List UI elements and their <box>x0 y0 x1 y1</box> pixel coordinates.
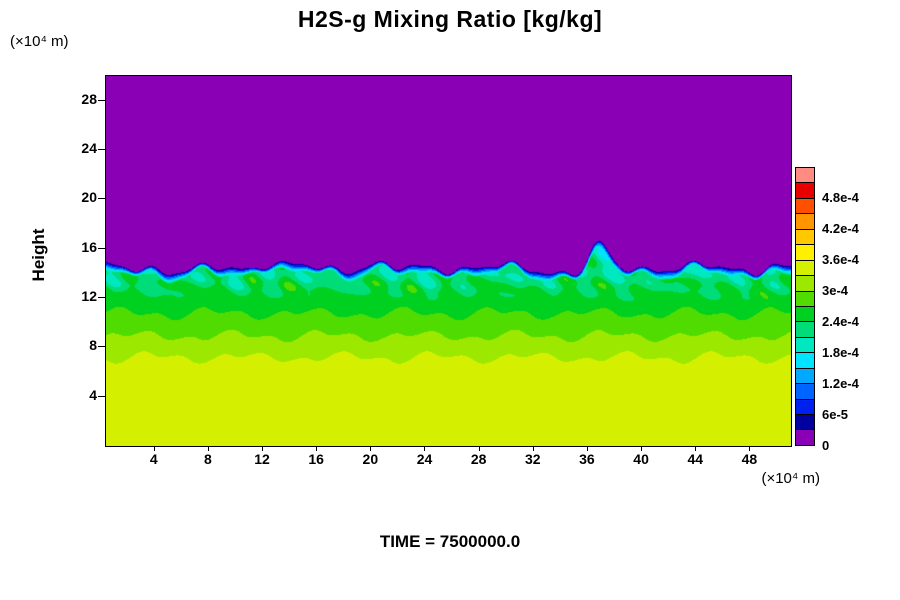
colorbar-segment <box>796 383 814 399</box>
x-tick-label: 48 <box>741 451 758 467</box>
x-tick-label: 32 <box>524 451 541 467</box>
colorbar-tick-label: 2.4e-4 <box>822 314 859 329</box>
colorbar-segment <box>796 168 814 183</box>
x-tick-mark <box>370 446 372 451</box>
colorbar-tick-label: 6e-5 <box>822 407 849 422</box>
colorbar-segment <box>796 213 814 229</box>
x-axis-unit-label: (×10⁴ m) <box>761 470 820 487</box>
heatmap-canvas <box>105 75 792 447</box>
y-tick-label: 12 <box>81 288 97 304</box>
colorbar-segment <box>796 275 814 291</box>
colorbar-segment <box>796 259 814 276</box>
colorbar-segment <box>796 290 814 306</box>
x-tick-mark <box>641 446 643 451</box>
colorbar-tick-label: 1.8e-4 <box>822 345 859 360</box>
y-tick-mark <box>98 247 105 249</box>
x-tick-mark <box>532 446 534 451</box>
x-tick-label: 16 <box>308 451 324 467</box>
y-tick-mark <box>98 149 105 150</box>
x-tick-label: 20 <box>362 451 379 467</box>
y-tick-label: 16 <box>81 238 97 255</box>
y-tick-mark <box>98 346 105 348</box>
y-tick-mark <box>98 198 105 200</box>
colorbar-segment <box>796 336 814 353</box>
y-tick-mark <box>98 99 105 101</box>
colorbar <box>795 167 815 446</box>
colorbar-segment <box>796 305 814 322</box>
y-tick-mark <box>98 395 105 397</box>
colorbar-tick-label: 3.6e-4 <box>822 252 859 267</box>
chart-title: H2S-g Mixing Ratio [kg/kg] <box>297 6 603 32</box>
x-tick-label: 40 <box>633 451 649 467</box>
y-tick-label: 24 <box>81 140 97 156</box>
colorbar-segment <box>796 352 814 368</box>
colorbar-segment <box>796 244 814 260</box>
y-axis-unit-label: (×10⁴ m) <box>10 33 69 50</box>
y-tick-mark <box>98 297 105 298</box>
colorbar-segment <box>796 429 814 445</box>
y-tick-label: 28 <box>81 90 97 107</box>
x-tick-mark <box>153 446 155 451</box>
colorbar-segment <box>796 398 814 414</box>
colorbar-segment <box>796 321 814 337</box>
x-tick-label: 28 <box>470 451 487 467</box>
x-tick-mark <box>424 446 426 451</box>
x-tick-mark <box>586 446 588 451</box>
x-tick-mark <box>478 446 480 451</box>
colorbar-segment <box>796 197 814 214</box>
time-label: TIME = 7500000.0 <box>379 532 521 551</box>
y-axis-label: Height <box>29 228 48 282</box>
colorbar-tick-label: 0 <box>822 438 830 453</box>
x-tick-mark <box>695 446 697 451</box>
colorbar-tick-label: 4.2e-4 <box>822 221 859 236</box>
y-tick-label: 20 <box>81 189 97 206</box>
x-tick-label: 8 <box>203 451 212 467</box>
x-tick-mark <box>207 446 209 451</box>
x-tick-label: 44 <box>687 451 704 467</box>
colorbar-segment <box>796 367 814 384</box>
x-tick-mark <box>262 446 264 451</box>
colorbar-tick-label: 4.8e-4 <box>822 190 859 205</box>
colorbar-segment <box>796 228 814 245</box>
x-tick-label: 4 <box>149 451 158 467</box>
colorbar-segment <box>796 182 814 198</box>
y-tick-label: 4 <box>89 386 97 403</box>
x-tick-mark <box>316 446 318 451</box>
x-tick-label: 24 <box>416 451 433 467</box>
x-tick-label: 12 <box>254 451 270 467</box>
colorbar-segment <box>796 414 814 430</box>
colorbar-tick-label: 3e-4 <box>822 283 849 298</box>
colorbar-tick-label: 1.2e-4 <box>822 376 859 391</box>
y-tick-label: 8 <box>89 337 97 354</box>
x-tick-mark <box>749 446 751 451</box>
x-tick-label: 36 <box>579 451 595 467</box>
